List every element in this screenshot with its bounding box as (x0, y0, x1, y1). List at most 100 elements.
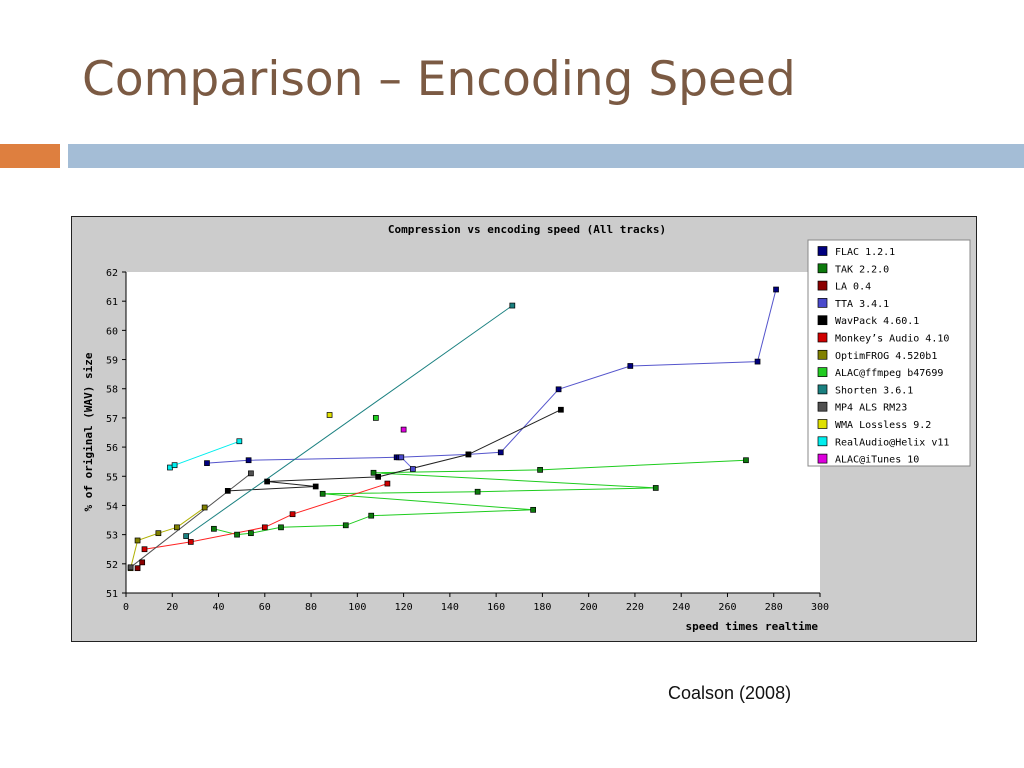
data-point (248, 530, 254, 537)
accent-bar-blue (68, 144, 1024, 168)
y-tick-label: 60 (106, 326, 118, 337)
x-tick-label: 240 (672, 602, 690, 613)
x-tick-label: 0 (123, 602, 129, 613)
data-point (167, 464, 173, 471)
series-points (127, 286, 779, 572)
legend-label: RealAudio@Helix v11 (835, 437, 949, 448)
x-tick-label: 220 (626, 602, 644, 613)
accent-bar-orange (0, 144, 60, 168)
legend-label: OptimFROG 4.520b1 (835, 351, 937, 362)
plot-area (126, 272, 820, 593)
legend-label: TAK 2.2.0 (835, 264, 889, 275)
data-point (384, 480, 391, 487)
legend-label: WavPack 4.60.1 (835, 316, 919, 327)
data-point (183, 533, 189, 539)
legend-swatch (817, 263, 828, 274)
data-point (204, 460, 210, 466)
data-point (410, 466, 416, 472)
data-point (171, 462, 178, 469)
data-point (289, 511, 296, 518)
series-line (185, 305, 513, 537)
data-point (224, 488, 231, 494)
chart-title: Compression vs encoding speed (All track… (388, 223, 666, 236)
legend: FLAC 1.2.1 TAK 2.2.0 LA 0.4 TTA 3.4.1 WavPac… (807, 239, 971, 467)
data-point (743, 457, 749, 464)
data-point (134, 565, 141, 572)
data-point (497, 449, 504, 456)
data-point (261, 524, 268, 531)
legend-swatch (817, 453, 828, 464)
data-point (134, 537, 141, 544)
x-tick-label: 100 (348, 602, 366, 613)
data-point (174, 524, 180, 531)
data-point (312, 483, 319, 490)
legend-swatch (817, 384, 828, 395)
data-point (245, 457, 252, 464)
data-point (141, 546, 148, 553)
data-point (236, 438, 243, 445)
data-point (754, 358, 761, 365)
x-tick-label: 120 (395, 602, 413, 613)
data-point (537, 467, 543, 473)
y-tick-label: 62 (106, 268, 118, 279)
data-point (465, 451, 472, 458)
data-point (375, 474, 382, 480)
legend-label: ALAC@iTunes 10 (835, 455, 919, 466)
y-tick-label: 53 (106, 531, 118, 542)
y-tick-label: 56 (106, 443, 118, 454)
legend-swatch (817, 349, 828, 360)
y-tick-label: 58 (106, 385, 118, 396)
x-tick-label: 300 (811, 602, 829, 613)
data-point (474, 488, 481, 495)
y-axis-label: % of original (WAV) size (82, 352, 95, 511)
y-tick-label: 55 (106, 472, 118, 483)
data-point (234, 531, 240, 538)
data-point (319, 490, 326, 497)
legend-swatch (817, 401, 828, 412)
legend-label: TTA 3.4.1 (835, 299, 889, 310)
data-point (652, 485, 659, 491)
legend-swatch (817, 315, 828, 326)
x-tick-label: 80 (305, 602, 317, 613)
x-tick-label: 280 (765, 602, 783, 613)
data-point (248, 470, 254, 477)
legend-swatch (817, 419, 828, 429)
series-line (227, 409, 562, 492)
legend-box (807, 239, 971, 467)
legend-label: WMA Lossless 9.2 (835, 420, 931, 431)
data-point (400, 426, 407, 433)
x-tick-label: 200 (580, 602, 598, 613)
source-caption: Coalson (2008) (668, 683, 792, 703)
data-point (342, 522, 349, 529)
y-tick-label: 57 (106, 414, 118, 425)
data-point (370, 469, 377, 476)
data-point (264, 478, 270, 485)
y-tick-label: 59 (106, 356, 118, 367)
series-line (130, 473, 252, 568)
axes: 0 20 40 60 80 100 120 140 160 180 200 220 240 260 280 3… (106, 268, 829, 613)
data-point (211, 525, 217, 532)
y-tick-label: 54 (106, 501, 118, 512)
x-tick-label: 160 (487, 602, 505, 613)
x-axis-label: speed times realtime (686, 620, 819, 633)
x-tick-label: 260 (718, 602, 736, 613)
x-tick-label: 180 (533, 602, 551, 613)
data-point (201, 504, 208, 511)
legend-swatch (817, 332, 828, 343)
data-point (398, 454, 405, 461)
legend-label: MP4 ALS RM23 (835, 403, 907, 414)
legend-swatch (817, 436, 828, 447)
data-point (326, 412, 333, 418)
data-point (187, 539, 194, 545)
data-point (555, 386, 562, 393)
data-point (139, 559, 146, 566)
y-tick-label: 52 (106, 560, 118, 571)
legend-label: Monkey’s Audio 4.10 (835, 334, 949, 345)
data-point (773, 286, 779, 293)
legend-swatch (817, 367, 828, 377)
chart-svg: Compression vs encoding speed (All track… (82, 223, 971, 633)
series-line (206, 289, 777, 464)
legend-swatch (817, 280, 828, 291)
legend-label: Shorten 3.6.1 (835, 385, 913, 396)
data-point (509, 302, 516, 309)
